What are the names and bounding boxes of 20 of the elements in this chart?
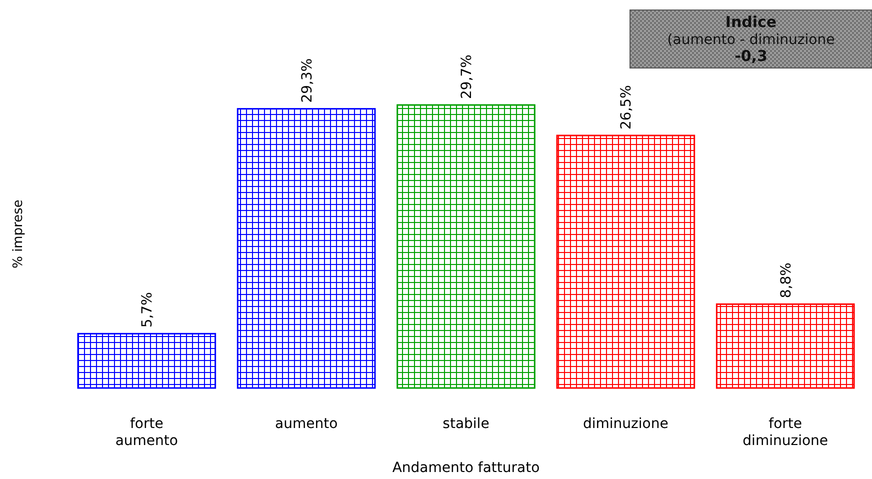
text: -0,3 [734, 47, 768, 65]
data-label: 26,5% [618, 85, 635, 130]
data-label: 8,8% [778, 262, 794, 298]
data-label: 29,3% [299, 58, 316, 103]
x-tick-label: aumento [275, 416, 338, 432]
text: (aumento - diminuzione [667, 32, 835, 48]
bar [556, 134, 696, 389]
bar [77, 332, 216, 389]
bar [716, 303, 855, 389]
x-axis-title: Andamento fatturato [392, 460, 540, 476]
bar [236, 108, 376, 389]
x-tick-label: stabile [442, 416, 490, 432]
text: Indice [725, 13, 777, 31]
bar [396, 104, 536, 389]
x-tick-label: diminuzione [583, 416, 668, 432]
x-tick-label: forte aumento [115, 416, 178, 449]
data-label: 29,7% [459, 54, 475, 99]
data-label: 5,7% [140, 292, 156, 328]
y-axis-title: % imprese [11, 200, 26, 268]
x-tick-label: forte diminuzione [742, 416, 828, 449]
